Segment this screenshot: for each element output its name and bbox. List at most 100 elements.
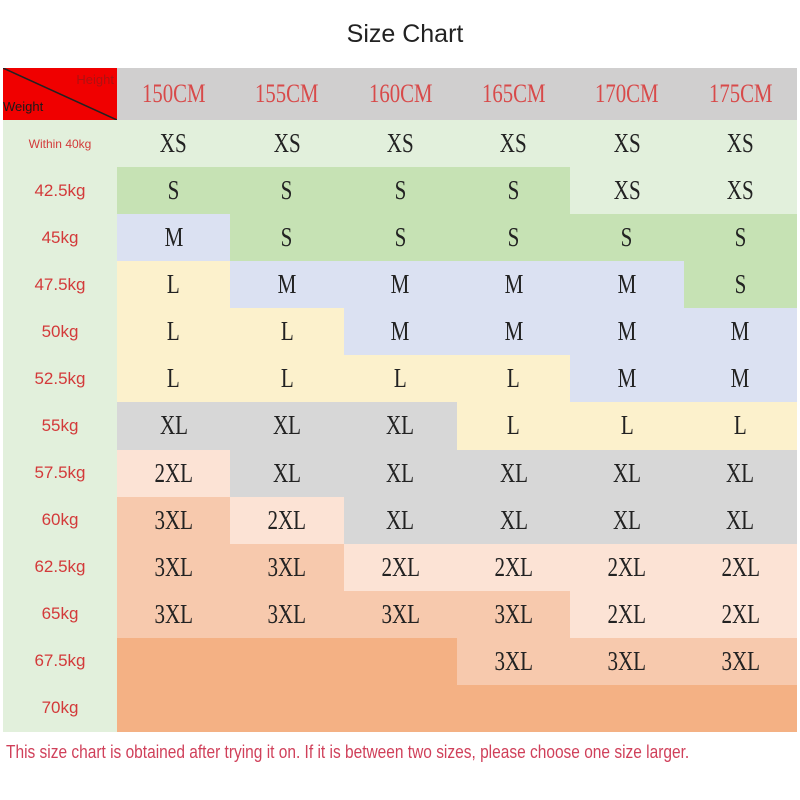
- size-cell: L: [117, 308, 231, 356]
- size-value: 3XL: [267, 551, 307, 582]
- size-value: M: [277, 269, 297, 300]
- size-value: 2XL: [607, 551, 647, 582]
- size-value: L: [167, 269, 181, 300]
- size-cell: XL: [683, 496, 797, 544]
- size-value: 2XL: [381, 551, 420, 582]
- size-cell: L: [230, 355, 344, 403]
- size-value: M: [390, 316, 410, 347]
- weight-label-cell: 45kg: [3, 214, 117, 262]
- size-value: 3XL: [607, 645, 647, 676]
- size-value: 2XL: [154, 457, 193, 488]
- size-cell: S: [343, 214, 457, 262]
- size-cell: XL: [457, 449, 571, 497]
- size-cell: M: [570, 308, 684, 356]
- size-cell: S: [230, 167, 344, 215]
- height-value: 150CM: [141, 79, 206, 108]
- table-corner-header: Height Weight: [3, 68, 117, 120]
- size-value: M: [730, 316, 750, 347]
- size-value: L: [507, 410, 521, 441]
- size-value: L: [167, 316, 181, 347]
- size-value: XS: [500, 128, 528, 159]
- size-value: XS: [273, 128, 301, 159]
- size-value: S: [281, 222, 293, 253]
- size-value: M: [390, 269, 410, 300]
- size-value: XS: [726, 128, 754, 159]
- size-value: XL: [499, 457, 528, 488]
- size-value: S: [394, 175, 407, 206]
- size-value: 3XL: [154, 598, 193, 629]
- size-cell: XL: [343, 449, 457, 497]
- size-cell: 3XL: [117, 543, 231, 591]
- size-value: M: [617, 363, 637, 394]
- weight-label-cell: 47.5kg: [3, 261, 117, 309]
- size-cell: XL: [570, 449, 684, 497]
- size-value: XL: [726, 457, 755, 488]
- page-title: Size Chart: [346, 20, 464, 48]
- size-cell: XL: [117, 402, 231, 450]
- size-cell: XS: [570, 167, 684, 215]
- weight-label-cell: 52.5kg: [3, 355, 117, 403]
- size-cell: 3XL: [230, 590, 344, 638]
- size-cell: M: [343, 308, 457, 356]
- size-value: 3XL: [154, 551, 193, 582]
- size-value: L: [733, 410, 747, 441]
- size-cell: [683, 684, 797, 732]
- size-value: S: [507, 175, 520, 206]
- size-value: 3XL: [494, 598, 533, 629]
- size-note: This size chart is obtained after trying…: [6, 742, 690, 762]
- size-value: XL: [272, 410, 302, 441]
- size-value: XS: [613, 128, 641, 159]
- size-value: M: [164, 222, 184, 253]
- size-value: L: [393, 363, 407, 394]
- size-cell: S: [683, 214, 797, 262]
- size-cell: 2XL: [230, 496, 344, 544]
- size-cell: XL: [570, 496, 684, 544]
- size-cell: M: [343, 261, 457, 309]
- size-value: L: [280, 363, 294, 394]
- size-value: 3XL: [494, 645, 533, 676]
- size-cell: 2XL: [117, 449, 231, 497]
- size-cell: L: [117, 261, 231, 309]
- size-cell: 2XL: [683, 590, 797, 638]
- size-cell: XS: [683, 167, 797, 215]
- size-value: L: [167, 363, 181, 394]
- weight-label-cell: 67.5kg: [3, 637, 117, 685]
- size-cell: [570, 684, 684, 732]
- size-cell: [343, 637, 457, 685]
- height-label: Height: [76, 72, 114, 87]
- size-cell: XS: [117, 120, 231, 168]
- size-cell: L: [570, 402, 684, 450]
- weight-label-cell: Within 40kg: [3, 120, 117, 168]
- height-value: 175CM: [708, 79, 773, 108]
- size-cell: S: [117, 167, 231, 215]
- size-value: 2XL: [267, 504, 307, 535]
- size-cell: S: [457, 167, 571, 215]
- size-value: 2XL: [721, 551, 760, 582]
- weight-label-cell: 42.5kg: [3, 167, 117, 215]
- size-cell: M: [230, 261, 344, 309]
- size-cell: [230, 637, 344, 685]
- size-cell: M: [117, 214, 231, 262]
- size-value: XS: [726, 175, 754, 206]
- size-cell: 2XL: [343, 543, 457, 591]
- size-cell: 3XL: [457, 637, 571, 685]
- size-value: 3XL: [267, 598, 307, 629]
- size-cell: [117, 637, 231, 685]
- size-value: L: [280, 316, 294, 347]
- size-cell: XL: [343, 402, 457, 450]
- weight-label: Weight: [3, 99, 44, 114]
- size-value: XL: [612, 457, 642, 488]
- size-cell: 3XL: [230, 543, 344, 591]
- size-cell: [117, 684, 231, 732]
- size-cell: XS: [570, 120, 684, 168]
- diagonal-divider: [3, 68, 117, 120]
- height-value: 160CM: [368, 79, 433, 108]
- size-cell: 3XL: [117, 496, 231, 544]
- size-value: L: [507, 363, 521, 394]
- size-cell: L: [683, 402, 797, 450]
- size-value: S: [394, 222, 407, 253]
- size-cell: S: [230, 214, 344, 262]
- size-value: M: [504, 316, 524, 347]
- size-value: 2XL: [721, 598, 760, 629]
- size-value: XL: [386, 457, 415, 488]
